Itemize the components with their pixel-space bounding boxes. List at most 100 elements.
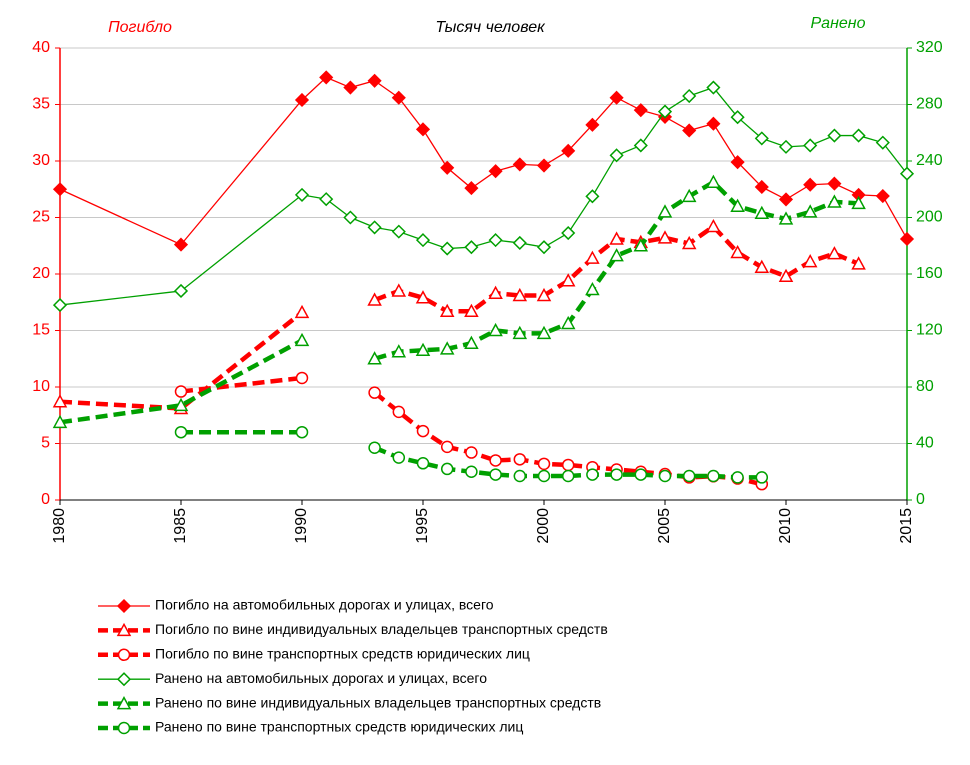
- chart-title: Тысяч человек: [435, 19, 546, 36]
- legend-label: Ранено по вине транспортных средств юрид…: [155, 719, 523, 735]
- marker: [440, 241, 455, 256]
- marker: [319, 70, 334, 85]
- marker: [802, 254, 818, 268]
- marker: [657, 204, 673, 218]
- marker: [754, 259, 770, 273]
- marker: [343, 210, 358, 225]
- marker: [633, 103, 648, 118]
- y-tick-label: 5: [41, 435, 50, 452]
- x-tick-label: 1995: [414, 508, 431, 544]
- marker: [464, 303, 479, 318]
- marker: [609, 90, 624, 105]
- marker: [681, 235, 697, 250]
- marker: [536, 325, 552, 340]
- marker: [52, 182, 68, 197]
- y2-tick-label: 80: [916, 378, 934, 395]
- y2-tick-label: 200: [916, 209, 943, 226]
- legend-label: Погибло на автомобильных дорогах и улица…: [155, 597, 494, 613]
- marker: [439, 303, 455, 318]
- y-tick-label: 30: [32, 152, 50, 169]
- marker: [633, 238, 649, 252]
- marker: [116, 696, 132, 710]
- y-tick-label: 40: [32, 39, 50, 56]
- marker: [440, 462, 454, 476]
- x-tick-label: 2015: [898, 508, 915, 544]
- y2-tick-label: 280: [916, 96, 943, 113]
- marker: [706, 218, 721, 233]
- y2-tick-label: 320: [916, 39, 943, 56]
- marker: [658, 469, 672, 483]
- marker: [634, 468, 648, 481]
- marker: [827, 176, 842, 191]
- marker: [294, 304, 310, 319]
- marker: [899, 231, 915, 247]
- marker: [512, 287, 528, 302]
- marker: [368, 386, 381, 399]
- y-tick-label: 25: [32, 209, 50, 226]
- marker: [513, 469, 527, 483]
- marker: [586, 468, 599, 481]
- marker: [827, 194, 842, 208]
- series-line: [59, 76, 908, 246]
- x-tick-label: 1990: [293, 508, 310, 544]
- y-tick-label: 15: [32, 322, 50, 339]
- marker: [512, 157, 527, 172]
- marker: [536, 158, 552, 173]
- x-tick-label: 1980: [51, 508, 68, 544]
- marker: [513, 453, 527, 466]
- y2-tick-label: 160: [916, 265, 943, 282]
- marker: [52, 298, 68, 313]
- marker: [465, 446, 478, 459]
- marker: [367, 220, 382, 235]
- marker: [778, 268, 794, 283]
- marker: [52, 414, 68, 429]
- marker: [875, 188, 890, 204]
- marker: [465, 465, 478, 478]
- y-tick-label: 10: [32, 378, 50, 395]
- marker: [116, 622, 132, 637]
- marker: [294, 187, 310, 202]
- marker: [536, 287, 552, 302]
- marker: [730, 198, 745, 212]
- marker: [609, 148, 624, 163]
- marker: [730, 244, 745, 259]
- marker: [707, 469, 720, 483]
- marker: [343, 80, 358, 95]
- marker: [173, 283, 189, 299]
- marker: [416, 457, 430, 470]
- marker: [778, 139, 794, 154]
- marker: [682, 123, 697, 138]
- y-axis-label: Погибло: [108, 19, 172, 36]
- series-line: [59, 86, 908, 306]
- marker: [802, 204, 818, 218]
- marker: [117, 648, 131, 662]
- marker: [416, 424, 430, 438]
- marker: [561, 225, 576, 241]
- y-tick-label: 20: [32, 265, 50, 282]
- marker: [488, 164, 503, 179]
- marker: [803, 177, 818, 192]
- marker: [391, 283, 407, 297]
- marker: [415, 342, 431, 357]
- marker: [392, 451, 406, 464]
- marker: [827, 128, 842, 143]
- marker: [116, 672, 132, 687]
- marker: [295, 371, 309, 385]
- marker: [730, 155, 745, 170]
- y2-tick-label: 40: [916, 435, 934, 452]
- marker: [464, 335, 479, 349]
- marker: [464, 240, 479, 255]
- marker: [294, 92, 310, 108]
- marker: [681, 188, 697, 203]
- marker: [778, 192, 794, 207]
- marker: [174, 425, 188, 439]
- y2-tick-label: 120: [916, 322, 943, 339]
- marker: [585, 189, 600, 204]
- marker: [585, 281, 600, 296]
- legend-label: Ранено по вине индивидуальных владельцев…: [155, 694, 601, 710]
- marker: [489, 454, 502, 467]
- marker: [851, 256, 866, 270]
- y2-tick-label: 240: [916, 152, 943, 169]
- marker: [367, 292, 382, 306]
